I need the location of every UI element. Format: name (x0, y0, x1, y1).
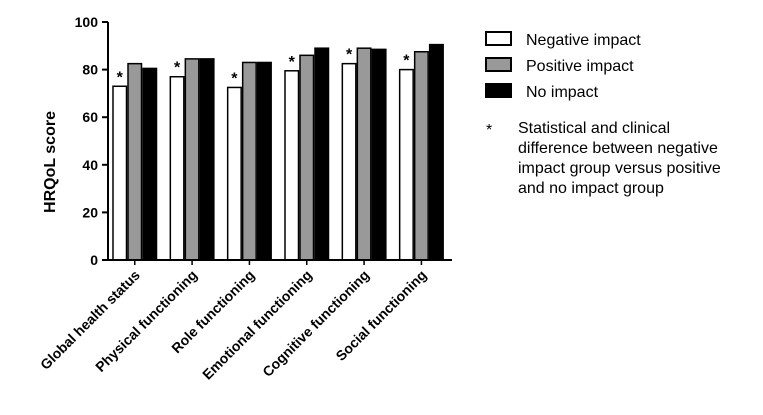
bar-no-impact (371, 48, 387, 261)
bar-no-impact (142, 67, 158, 261)
bar-negative-impact (341, 62, 357, 261)
significance-star: * (117, 69, 124, 86)
significance-star: * (403, 53, 410, 70)
legend-swatch (485, 83, 512, 98)
footnote-symbol: * (486, 122, 492, 139)
bar-positive-impact (184, 58, 200, 261)
x-tick-label: Global health status (37, 267, 143, 373)
bar-no-impact (199, 58, 215, 261)
significance-star: * (346, 47, 353, 64)
y-axis: 0 20 40 60 80 100 (75, 14, 109, 268)
bar-positive-impact (127, 62, 143, 261)
significance-star: * (289, 54, 296, 71)
footnote: * Statistical and clinical difference be… (486, 120, 721, 197)
y-tick-label: 40 (82, 157, 98, 173)
legend-swatch (485, 31, 512, 46)
y-tick-label: 100 (75, 14, 99, 30)
footnote-line: Statistical and clinical (518, 120, 670, 137)
bar-positive-impact (241, 61, 257, 261)
legend-label: Negative impact (526, 32, 641, 49)
footnote-line: impact group versus positive (518, 160, 721, 177)
x-tick-label: Emotional functioning (199, 267, 315, 383)
significance-star: * (174, 60, 181, 77)
x-tick-label: Cognitive functioning (259, 267, 372, 380)
bar-negative-impact (169, 75, 185, 261)
y-tick-label: 0 (90, 252, 98, 268)
bar-negative-impact (112, 85, 128, 261)
legend: Negative impact Positive impact No impact (485, 31, 641, 101)
footnote-line: and no impact group (518, 180, 664, 197)
bar-negative-impact (284, 70, 300, 261)
bar-negative-impact (226, 86, 242, 261)
footnote-line: difference between negative (518, 140, 718, 157)
bar-no-impact (256, 61, 272, 261)
significance-star: * (231, 70, 238, 87)
bar-positive-impact (356, 47, 372, 261)
bar-negative-impact (398, 68, 414, 261)
legend-swatch (485, 57, 512, 72)
bar-positive-impact (299, 54, 315, 261)
y-axis-title: HRQoL score (42, 111, 59, 213)
bar-no-impact (314, 47, 330, 261)
y-tick-label: 80 (82, 62, 98, 78)
bar-positive-impact (413, 51, 429, 261)
bar-no-impact (428, 43, 444, 261)
x-tick-label: Physical functioning (92, 267, 200, 375)
legend-label: Positive impact (526, 58, 634, 75)
y-tick-label: 60 (82, 109, 98, 125)
bars: * * * * * * (112, 43, 444, 261)
legend-label: No impact (526, 84, 599, 101)
y-tick-label: 20 (82, 204, 98, 220)
